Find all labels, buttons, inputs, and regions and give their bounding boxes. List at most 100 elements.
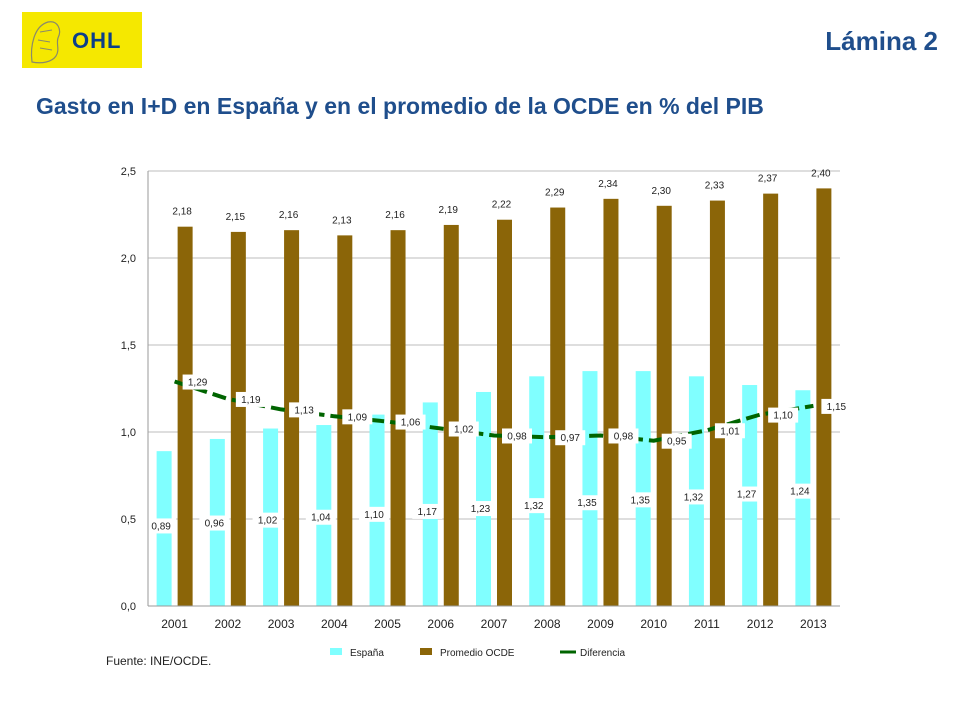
bar-ocde xyxy=(177,226,193,606)
data-label-diferencia: 1,10 xyxy=(773,411,793,422)
data-label-espana: 0,96 xyxy=(205,519,225,530)
data-label-espana: 1,24 xyxy=(790,487,810,498)
legend-swatch xyxy=(330,648,342,655)
x-tick-label: 2009 xyxy=(587,617,614,631)
data-label-ocde: 2,16 xyxy=(279,210,299,221)
data-label-ocde: 2,15 xyxy=(226,212,246,223)
data-label-espana-box xyxy=(518,498,549,514)
chart-legend: España Promedio OCDE Diferencia xyxy=(330,648,625,659)
data-label-diferencia: 1,13 xyxy=(294,405,314,416)
bar-espana xyxy=(635,371,651,606)
x-tick-label: 2005 xyxy=(374,617,401,631)
data-label-espana: 1,32 xyxy=(684,492,704,503)
data-label-diferencia: 0,97 xyxy=(560,433,580,444)
data-label-espana-box xyxy=(359,506,390,522)
bar-ocde xyxy=(230,231,246,606)
data-label-espana: 1,35 xyxy=(577,498,597,509)
chart-line xyxy=(173,379,814,443)
data-label-diferencia-box xyxy=(608,428,639,444)
data-label-diferencia-box xyxy=(661,433,692,449)
y-tick-label: 2,5 xyxy=(121,166,136,178)
data-label-espana: 1,32 xyxy=(524,501,544,512)
chart-axes: 0,0 0,5 1,0 1,5 2,0 2,5 2001 2002 2003 2004 2005 20… xyxy=(121,166,840,631)
data-label-diferencia-box xyxy=(714,423,745,439)
data-label-espana: 1,04 xyxy=(311,513,331,524)
data-label-ocde: 2,37 xyxy=(758,174,778,185)
data-label-espana-box xyxy=(571,495,602,511)
data-label-diferencia-box xyxy=(821,398,852,414)
data-label-diferencia: 0,95 xyxy=(667,437,687,448)
data-label-ocde: 2,29 xyxy=(545,188,565,199)
x-tick-label: 2003 xyxy=(268,617,295,631)
data-label-ocde: 2,30 xyxy=(651,186,671,197)
data-label-ocde: 2,40 xyxy=(811,168,831,179)
data-label-diferencia-box xyxy=(395,414,426,430)
y-tick-label: 1,5 xyxy=(121,340,136,352)
x-tick-label: 2011 xyxy=(694,617,720,631)
data-label-diferencia-box xyxy=(555,430,586,446)
data-label-espana-box xyxy=(199,515,230,531)
data-label-diferencia: 1,02 xyxy=(454,425,474,436)
data-label-ocde: 2,33 xyxy=(705,181,725,192)
bar-ocde xyxy=(603,198,619,606)
y-tick-label: 1,0 xyxy=(121,427,136,439)
x-tick-label: 2007 xyxy=(481,617,508,631)
ohl-logo: OHL xyxy=(22,12,142,68)
chart-grid xyxy=(148,170,840,607)
bar-espana xyxy=(476,391,491,606)
y-tick-label: 2,0 xyxy=(121,253,136,265)
data-label-ocde: 2,13 xyxy=(332,215,352,226)
data-label-espana: 1,35 xyxy=(630,495,650,506)
x-tick-label: 2006 xyxy=(427,617,454,631)
x-tick-label: 2008 xyxy=(534,617,561,631)
line-diferencia xyxy=(173,379,814,443)
data-label-espana-box xyxy=(412,503,443,519)
legend-label: España xyxy=(350,648,384,659)
bar-ocde xyxy=(763,193,779,606)
bar-ocde xyxy=(656,205,672,607)
data-label-ocde: 2,22 xyxy=(492,200,512,211)
data-label-diferencia: 0,98 xyxy=(614,431,634,442)
data-label-diferencia: 1,09 xyxy=(348,412,368,423)
bar-espana xyxy=(529,376,545,606)
data-label-diferencia-box xyxy=(342,409,373,425)
y-tick-label: 0,5 xyxy=(121,514,136,526)
data-label-diferencia-box xyxy=(448,421,479,437)
x-tick-label: 2001 xyxy=(161,617,188,631)
data-label-ocde: 2,18 xyxy=(172,207,192,218)
data-label-espana: 0,89 xyxy=(151,521,171,532)
data-label-espana-box xyxy=(252,512,283,528)
data-label-espana: 1,27 xyxy=(737,490,757,501)
slide-label: Lámina 2 xyxy=(825,26,938,56)
data-label-ocde: 2,16 xyxy=(385,210,405,221)
data-label-diferencia-box xyxy=(235,391,266,407)
data-label-espana-box xyxy=(784,483,815,499)
data-label-espana: 1,02 xyxy=(258,516,278,527)
legend-swatch xyxy=(420,648,432,655)
data-label-diferencia: 1,29 xyxy=(188,378,208,389)
bar-ocde xyxy=(497,219,512,606)
bar-ocde xyxy=(816,188,832,606)
data-label-espana-box xyxy=(465,501,496,517)
logo-face-icon xyxy=(30,21,61,64)
bar-espana xyxy=(582,371,598,606)
chart-data-labels: 2,18 0,89 2,15 0,96 2,16 1,02 2,13 1,04 2,16 1,10… xyxy=(146,168,852,534)
legend-label: Promedio OCDE xyxy=(440,648,515,659)
data-label-ocde: 2,34 xyxy=(598,179,618,190)
x-tick-label: 2013 xyxy=(800,617,827,631)
bar-ocde xyxy=(284,230,300,606)
x-tick-label: 2012 xyxy=(747,617,774,631)
x-tick-label: 2010 xyxy=(640,617,667,631)
data-label-diferencia: 1,06 xyxy=(401,418,421,429)
bar-ocde xyxy=(550,207,566,607)
data-label-espana: 1,17 xyxy=(418,507,438,518)
data-label-diferencia-box xyxy=(289,402,320,418)
data-label-diferencia-box xyxy=(502,428,532,444)
data-label-diferencia: 1,19 xyxy=(241,395,261,406)
page-title: Gasto en I+D en España y en el promedio … xyxy=(36,93,764,119)
data-label-espana-box xyxy=(625,492,656,508)
bar-ocde xyxy=(443,224,459,606)
data-label-espana-box xyxy=(731,486,762,502)
x-tick-label: 2004 xyxy=(321,617,348,631)
